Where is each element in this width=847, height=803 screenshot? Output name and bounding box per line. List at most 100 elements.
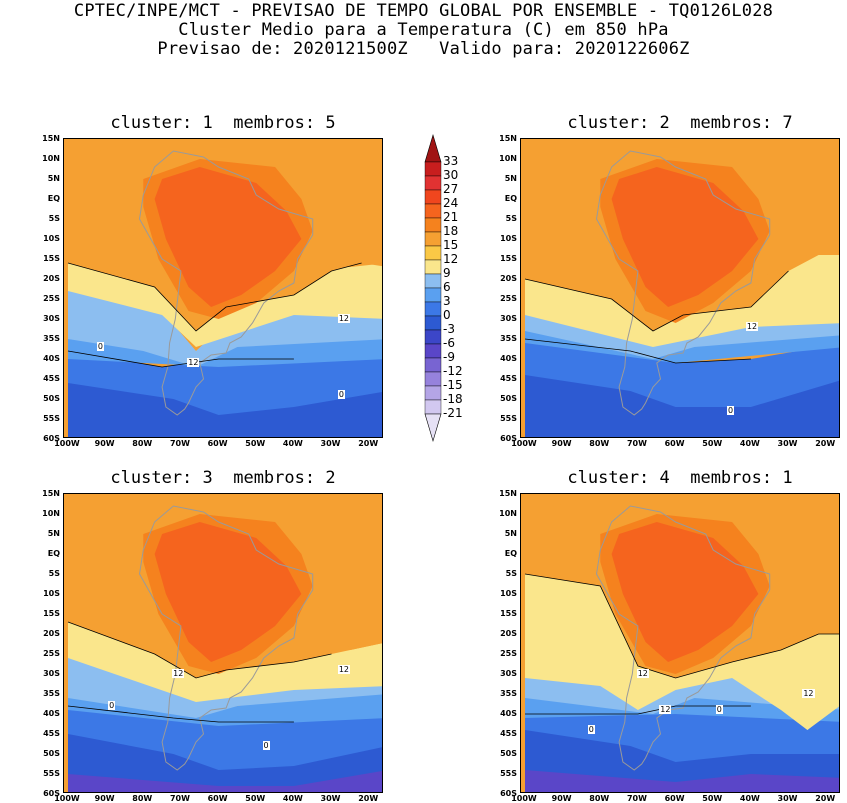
colorbar-label: 24 (443, 196, 459, 210)
contour-label: 12 (659, 705, 672, 714)
lon-label: 80W (132, 439, 153, 448)
lon-label: 30W (320, 439, 341, 448)
lat-label: 15S (500, 609, 517, 618)
colorbar-label: -3 (443, 322, 455, 336)
lat-label: 35S (500, 689, 517, 698)
lon-label: 50W (702, 439, 723, 448)
colorbar-swatch (424, 231, 442, 247)
lat-label: 55S (43, 414, 60, 423)
colorbar-swatch (424, 301, 442, 317)
lon-label: 90W (94, 794, 115, 803)
lat-label: 30S (500, 669, 517, 678)
lat-label: 25S (43, 294, 60, 303)
lat-label: 50S (500, 394, 517, 403)
lat-label: 55S (500, 769, 517, 778)
south-america-outline (595, 150, 771, 416)
lat-label: 5S (505, 569, 517, 578)
lat-label: 40S (43, 354, 60, 363)
lat-label: 50S (43, 749, 60, 758)
lat-label: 35S (43, 689, 60, 698)
colorbar-swatch (424, 273, 442, 289)
temperature-band-purple (525, 770, 839, 792)
lat-label: 25S (500, 649, 517, 658)
lon-label: 70W (169, 439, 190, 448)
colorbar-label: 33 (443, 154, 459, 168)
lat-label: 5N (504, 529, 517, 538)
lon-label: 80W (589, 794, 610, 803)
panel-4-title: cluster: 4 membros: 1 (567, 468, 793, 488)
temperature-band-pale_yellow (68, 622, 382, 702)
lat-label: 45S (43, 374, 60, 383)
lat-label: EQ (504, 194, 517, 203)
lon-label: 70W (626, 794, 647, 803)
header-line-2: Cluster Medio para a Temperatura (C) em … (178, 20, 669, 40)
colorbar-label: -15 (443, 378, 463, 392)
contour-label: 0 (337, 390, 345, 399)
lat-label: 25S (43, 649, 60, 658)
contour-label: 0 (727, 406, 735, 415)
lon-label: 60W (207, 439, 228, 448)
lat-label: 15N (499, 134, 517, 143)
contour-12 (67, 621, 332, 679)
lat-label: 20S (500, 629, 517, 638)
contour-0 (525, 705, 751, 715)
lon-label: 90W (94, 439, 115, 448)
lon-label: 50W (245, 794, 266, 803)
lat-label: 60S (43, 434, 60, 443)
colorbar-swatch (424, 203, 442, 219)
colorbar-label: 30 (443, 168, 459, 182)
colorbar-bottom-arrow (424, 413, 442, 443)
temperature-band-dark_blue (68, 734, 382, 792)
lat-label: 45S (500, 729, 517, 738)
contour-label: 12 (187, 358, 200, 367)
colorbar-swatch (424, 175, 442, 191)
lon-label: 100W (511, 794, 537, 803)
temperature-band-pale_yellow (68, 263, 382, 347)
map-canvas (64, 494, 382, 792)
temperature-band-mid_blue (525, 327, 839, 363)
lat-label: 55S (500, 414, 517, 423)
lon-label: 20W (358, 794, 379, 803)
lat-label: 10N (499, 154, 517, 163)
lat-label: 50S (43, 394, 60, 403)
colorbar-swatch (424, 161, 442, 177)
lat-label: 5N (47, 529, 60, 538)
temperature-band-dark_blue (68, 383, 382, 437)
contour-label: 12 (636, 669, 649, 678)
temperature-band-dark_blue (525, 375, 839, 437)
contour-12 (524, 270, 789, 332)
colorbar-swatch (424, 385, 442, 401)
lat-label: 5S (48, 214, 60, 223)
lat-label: 15S (43, 254, 60, 263)
temperature-band-warm_core (154, 167, 302, 307)
lat-label: 5N (504, 174, 517, 183)
colorbar-label: 21 (443, 210, 459, 224)
lat-label: 45S (43, 729, 60, 738)
colorbar-label: 27 (443, 182, 459, 196)
colorbar-swatch (424, 245, 442, 261)
colorbar-label: -6 (443, 336, 455, 350)
colorbar-swatch (424, 287, 442, 303)
contour-12 (67, 262, 362, 332)
temperature-band-pale_yellow (525, 574, 839, 730)
colorbar-label: -18 (443, 392, 463, 406)
lon-label: 20W (815, 794, 836, 803)
contour-label: 12 (745, 322, 759, 331)
colorbar-label: 12 (443, 252, 459, 266)
colorbar-label: -9 (443, 350, 455, 364)
lon-label: 40W (739, 794, 760, 803)
lat-label: 60S (500, 789, 517, 798)
header-line-3: Previsao de: 2020121500Z Valido para: 20… (157, 39, 690, 59)
contour-label: 12 (802, 689, 815, 698)
lat-label: EQ (504, 549, 517, 558)
lat-label: 60S (43, 789, 60, 798)
lon-label: 100W (54, 794, 80, 803)
contour-label: 0 (715, 705, 723, 714)
lon-label: 40W (282, 794, 303, 803)
lon-label: 60W (664, 439, 685, 448)
lat-label: 40S (500, 354, 517, 363)
colorbar-swatch (424, 399, 442, 415)
colorbar-swatch (424, 357, 442, 373)
colorbar-swatch (424, 259, 442, 275)
colorbar-label: 6 (443, 280, 451, 294)
